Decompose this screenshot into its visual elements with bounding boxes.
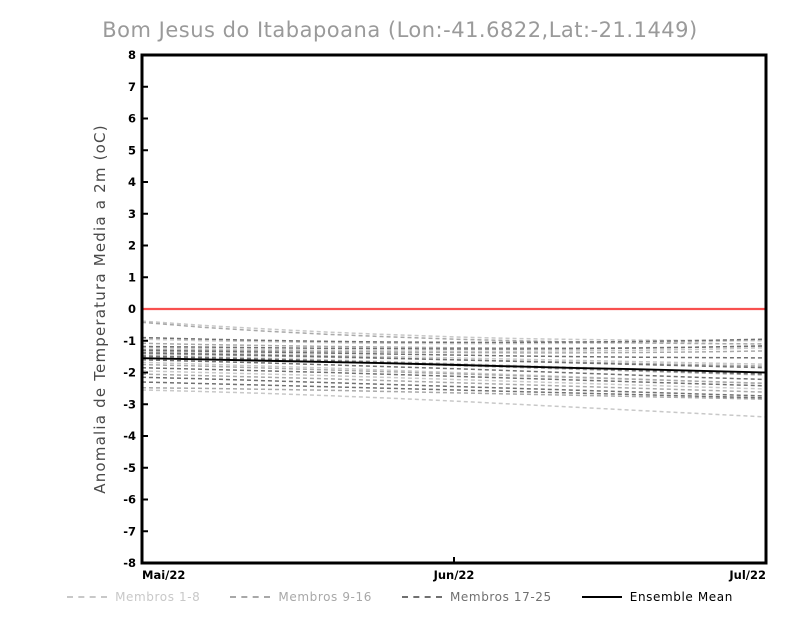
y-tick-label: 4 <box>128 175 136 189</box>
series-line <box>141 386 767 400</box>
series-line <box>141 336 767 344</box>
series-line <box>141 381 767 399</box>
chart-title: Bom Jesus do Itabapoana (Lon:-41.6822,La… <box>102 18 698 42</box>
y-tick-label: 3 <box>128 207 136 221</box>
series-line <box>141 376 767 397</box>
series-line <box>141 349 767 359</box>
series-line <box>141 346 767 352</box>
y-tick-label: 0 <box>128 302 136 316</box>
y-tick-label: 8 <box>128 48 136 62</box>
legend-swatch <box>581 596 622 598</box>
plot-frame <box>140 53 768 565</box>
y-tick-label: -8 <box>123 556 136 570</box>
y-tick-label: -5 <box>123 461 136 475</box>
legend-item: Membros 17-25 <box>401 590 552 604</box>
legend-label: Ensemble Mean <box>629 590 733 604</box>
chart-legend: Membros 1-8 Membros 9-16 Membros 17-25 Ense… <box>0 586 800 608</box>
y-tick-label: -3 <box>123 397 136 411</box>
series-lines <box>141 320 767 418</box>
legend-item: Ensemble Mean <box>581 590 733 604</box>
x-tick-label: Jun/22 <box>433 568 475 582</box>
series-line <box>141 352 767 369</box>
series-line <box>141 352 767 367</box>
y-tick-label: 1 <box>128 270 136 284</box>
series-line <box>141 348 767 354</box>
series-line <box>141 355 767 375</box>
series-line <box>141 363 767 385</box>
series-line <box>141 345 767 350</box>
y-tick-label: -4 <box>123 429 136 443</box>
y-tick-label: 5 <box>128 143 136 157</box>
series-line <box>141 321 767 345</box>
series-line <box>141 366 767 387</box>
y-tick-label: -6 <box>123 493 136 507</box>
series-line <box>141 350 767 365</box>
series-line <box>141 389 767 418</box>
legend-item: Membros 9-16 <box>230 590 372 604</box>
x-tick-label: Mai/22 <box>142 568 185 582</box>
y-tick-label: 7 <box>128 80 136 94</box>
legend-swatch <box>401 596 442 598</box>
series-line <box>141 320 767 342</box>
series-line <box>141 357 767 374</box>
series-line <box>141 373 767 393</box>
y-tick-label: 2 <box>128 239 136 253</box>
series-line <box>141 370 767 390</box>
series-line <box>141 359 767 381</box>
x-tick-label: Jul/22 <box>728 568 766 582</box>
legend-label: Membros 9-16 <box>278 590 372 604</box>
legend-swatch <box>67 596 108 598</box>
y-tick-label: -2 <box>123 366 136 380</box>
y-tick-label: -7 <box>123 524 136 538</box>
legend-label: Membros 1-8 <box>115 590 201 604</box>
legend-swatch <box>230 596 271 598</box>
series-line <box>141 338 767 345</box>
legend-label: Membros 17-25 <box>449 590 552 604</box>
y-tick-label: -1 <box>123 334 136 348</box>
y-tick-label: 6 <box>128 112 136 126</box>
legend-item: Membros 1-8 <box>67 590 200 604</box>
x-axis-ticks: Mai/22 Jun/22 Jul/22 <box>141 557 767 582</box>
series-line <box>141 356 767 376</box>
